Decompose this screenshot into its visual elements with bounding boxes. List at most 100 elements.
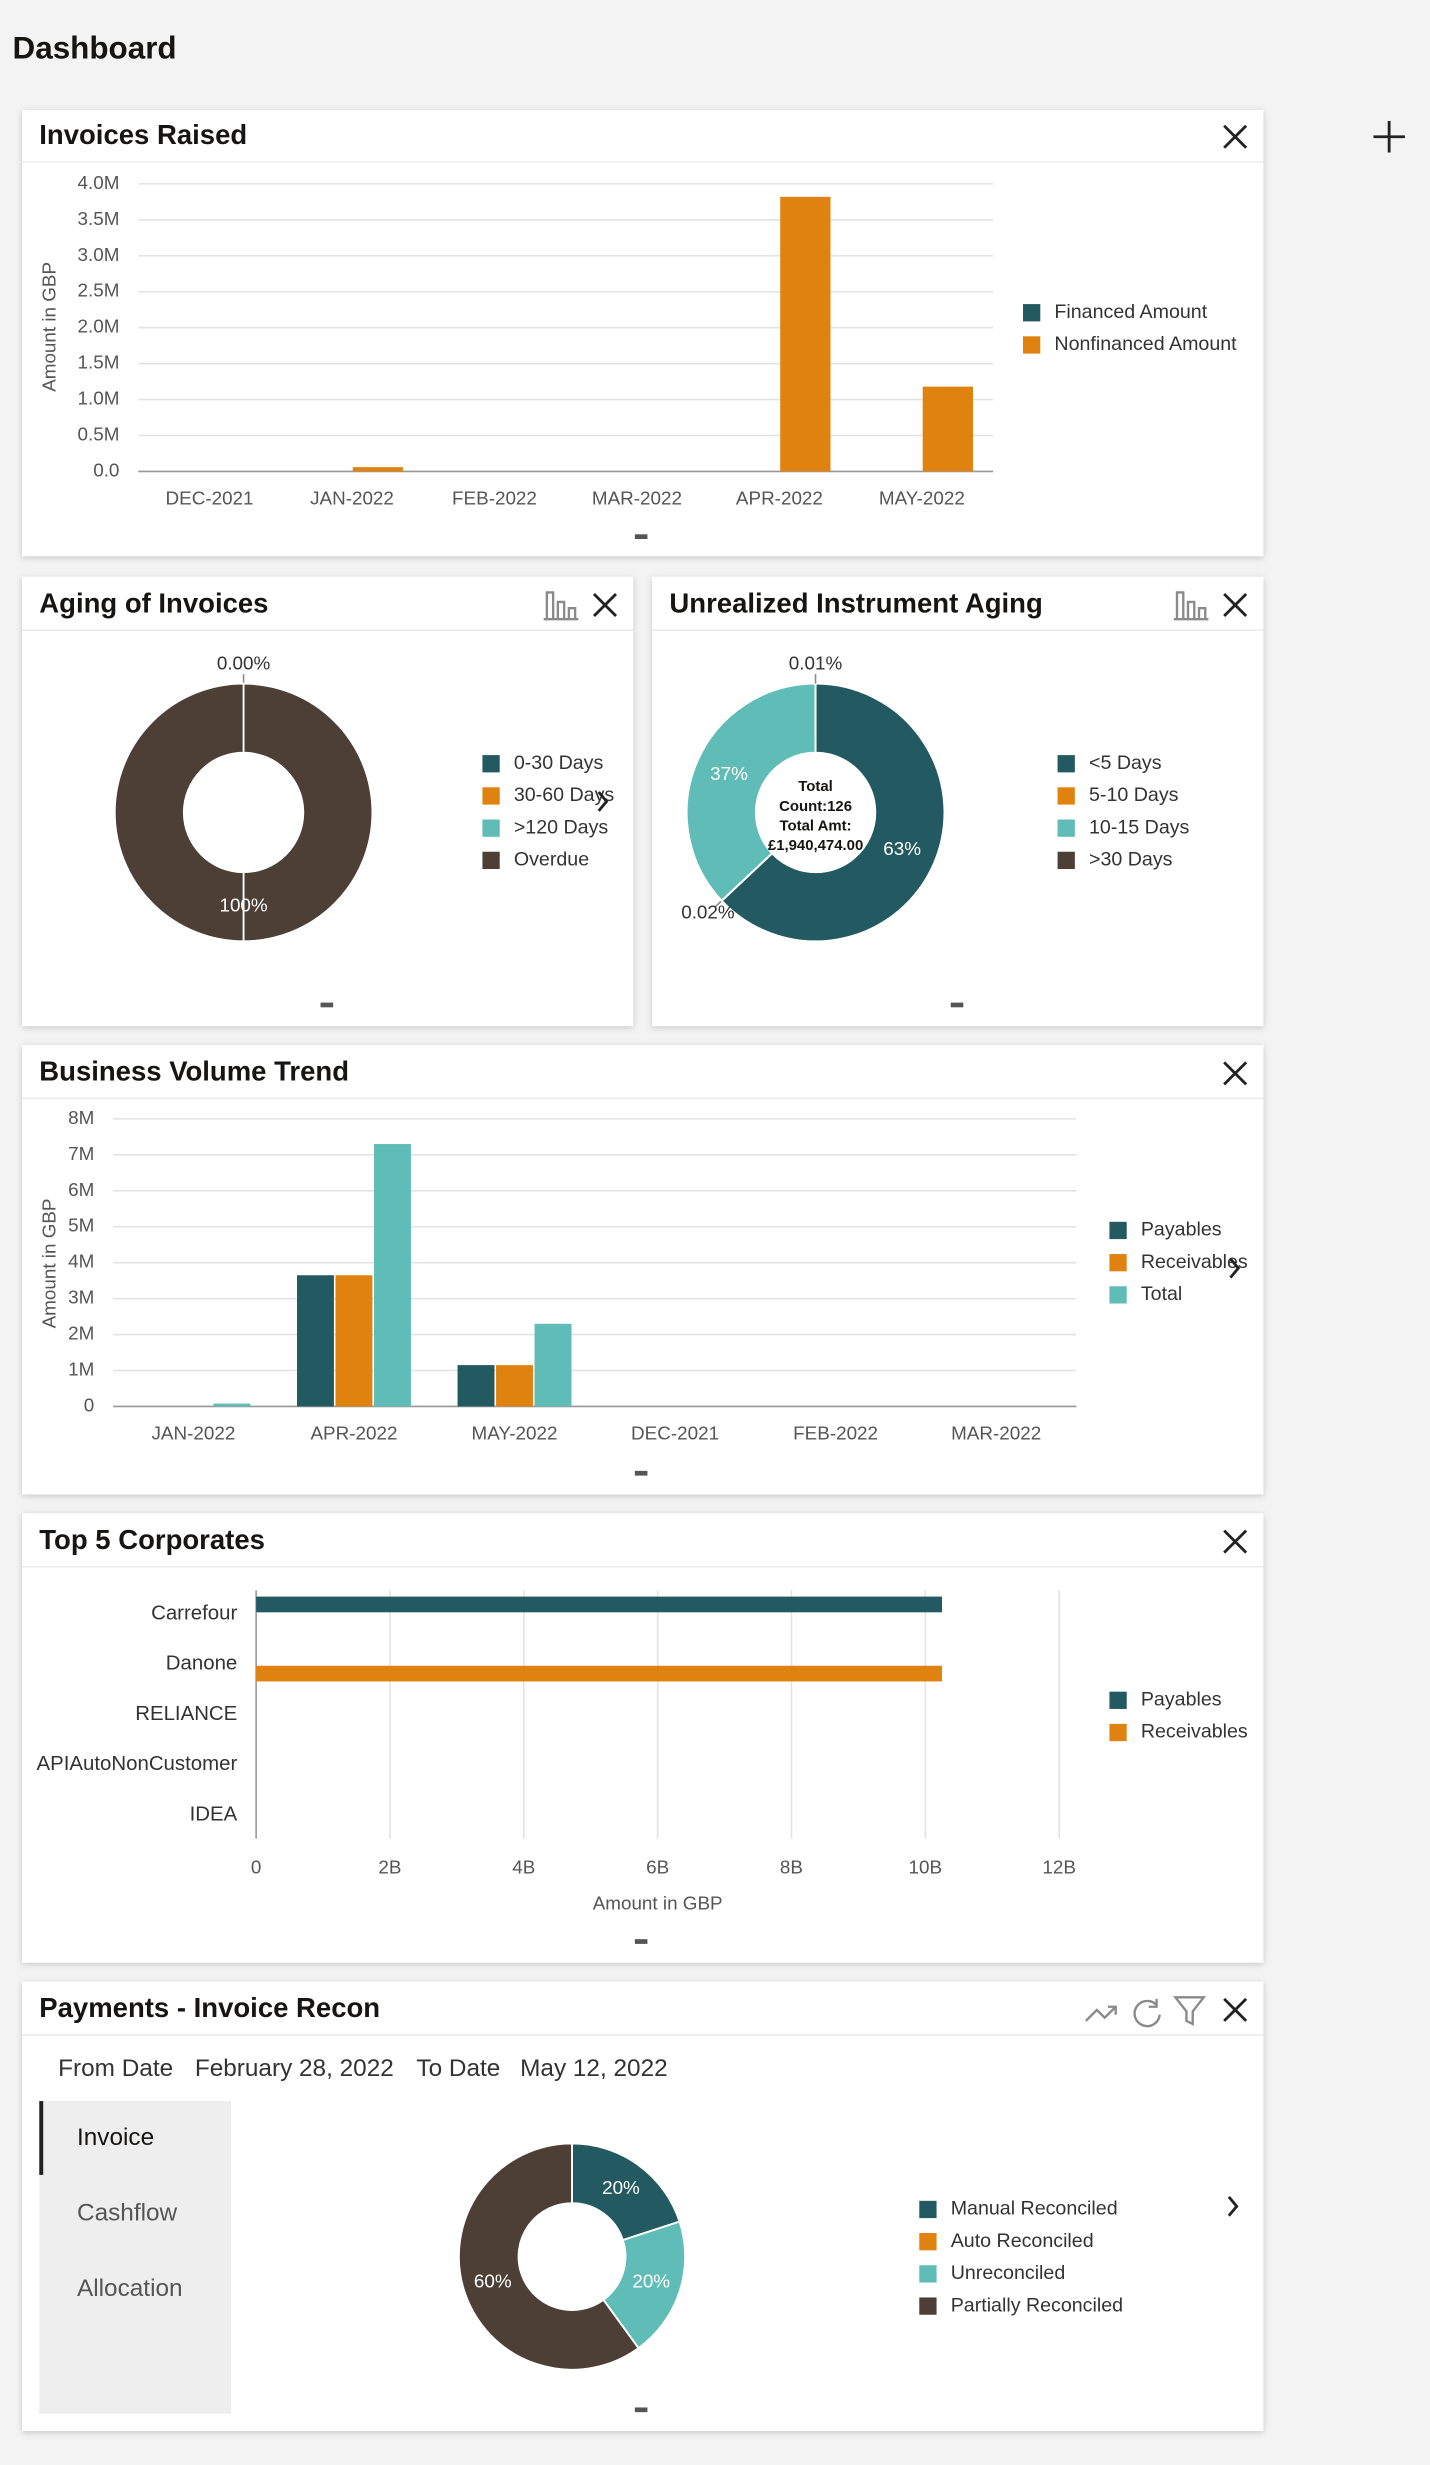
slice-label: 0.02% [681, 902, 735, 923]
trend-icon[interactable] [1085, 2005, 1117, 2022]
from-date[interactable]: February 28, 2022 [195, 2055, 394, 2082]
panel [22, 1513, 1264, 1963]
x-tick-label: FEB-2022 [452, 488, 537, 509]
legend-label: Receivables [1141, 1721, 1248, 1743]
widget-title: Invoices Raised [39, 119, 247, 150]
slice [602, 2220, 687, 2350]
slice-label: 60% [474, 2270, 512, 2291]
legend-label: Payables [1141, 1219, 1222, 1241]
y-tick-label: 0.0 [93, 459, 119, 480]
legend-swatch [482, 755, 500, 773]
slice-label: 63% [883, 838, 921, 859]
tab-list [39, 2101, 232, 2414]
close-button[interactable] [1223, 593, 1248, 618]
y-tick-label: 5M [68, 1215, 94, 1236]
filter-icon[interactable] [1173, 1996, 1207, 2026]
bar [213, 1403, 251, 1407]
refresh-icon[interactable] [1133, 1998, 1161, 2028]
chart-toggle[interactable] [543, 591, 579, 621]
bar [496, 1365, 533, 1407]
to-label: To Date [416, 2055, 500, 2082]
legend-swatch [1109, 1723, 1127, 1742]
y-tick-label: 4.0M [78, 172, 120, 193]
y-tick-label: 4M [68, 1251, 94, 1272]
y-tick-label: Danone [166, 1653, 237, 1675]
x-tick-label: MAR-2022 [592, 488, 682, 509]
legend-label: Total [1141, 1283, 1182, 1305]
legend-label: <5 Days [1089, 752, 1162, 774]
bar [352, 467, 404, 472]
widget-title: Unrealized Instrument Aging [669, 587, 1042, 618]
y-axis-label: Amount in GBP [38, 1199, 59, 1329]
x-tick-label: MAR-2022 [951, 1423, 1041, 1444]
close-button[interactable] [1223, 1997, 1248, 2022]
legend-label: Manual Reconciled [951, 2198, 1118, 2220]
slice [113, 682, 374, 943]
chart-toggle[interactable] [1173, 591, 1209, 621]
x-tick-label: MAY-2022 [472, 1423, 558, 1444]
x-tick-label: MAY-2022 [879, 488, 965, 509]
legend-label: Financed Amount [1054, 301, 1207, 323]
legend-label: >30 Days [1089, 849, 1173, 871]
x-tick-label: APR-2022 [310, 1423, 397, 1444]
y-tick-label: 8M [68, 1107, 94, 1128]
drag-handles [320, 534, 964, 2413]
legend-swatch [1023, 336, 1041, 354]
bar [457, 1365, 495, 1407]
y-tick-label: 1.5M [78, 352, 120, 373]
y-axis-label: Amount in GBP [38, 262, 59, 392]
y-tick-label: 3.0M [78, 244, 120, 265]
add-widget[interactable] [1373, 121, 1405, 153]
legend-swatch [919, 2233, 937, 2251]
legend-next[interactable] [1229, 1257, 1241, 1279]
bar [256, 1596, 943, 1613]
widget-title: Payments - Invoice Recon [39, 1992, 380, 2023]
y-tick-label: 2M [68, 1323, 94, 1344]
close-button[interactable] [1223, 1061, 1248, 1086]
legend-label: 5-10 Days [1089, 784, 1179, 806]
legend-swatch [1057, 755, 1075, 773]
legend-label: Auto Reconciled [951, 2230, 1094, 2252]
legend-next[interactable] [597, 791, 609, 812]
legend-next[interactable] [1227, 2195, 1239, 2217]
bar [922, 386, 973, 472]
x-tick-label: APR-2022 [736, 488, 823, 509]
legend-swatch [1057, 851, 1075, 870]
tab[interactable]: Invoice [77, 2124, 154, 2151]
y-tick-label: 1M [68, 1358, 94, 1379]
to-date[interactable]: May 12, 2022 [520, 2055, 668, 2082]
legend-swatch [482, 851, 500, 870]
close-button[interactable] [1223, 1529, 1248, 1554]
legend-swatch [1109, 1221, 1127, 1240]
bar [374, 1144, 411, 1407]
leader-line [714, 900, 723, 908]
x-tick-label: 6B [646, 1856, 669, 1877]
legend-label: 10-15 Days [1089, 816, 1190, 838]
legend-swatch [1109, 1286, 1127, 1304]
y-tick-label: RELIANCE [135, 1703, 237, 1725]
center-label: Count:126 [779, 798, 852, 815]
legend-swatch [1023, 304, 1041, 322]
tab[interactable]: Allocation [77, 2275, 183, 2302]
y-tick-label: Carrefour [151, 1602, 237, 1624]
slice-label: 0.00% [217, 653, 271, 674]
slice-label: 20% [632, 2270, 670, 2291]
slice-label: 37% [710, 763, 748, 784]
legend-label: Unreconciled [951, 2262, 1066, 2284]
x-tick-label: 8B [780, 1856, 803, 1877]
x-axis-label: Amount in GBP [593, 1893, 723, 1914]
center-label: £1,940,474.00 [768, 837, 863, 854]
tab[interactable]: Cashflow [77, 2200, 178, 2227]
close-button[interactable] [1223, 124, 1248, 149]
bar [335, 1275, 373, 1407]
bar [534, 1323, 572, 1407]
legend-label: Nonfinanced Amount [1054, 333, 1237, 355]
slice-label: 0.01% [789, 653, 843, 674]
close-button[interactable] [592, 593, 618, 618]
y-tick-label: APIAutoNonCustomer [37, 1753, 238, 1775]
slice [571, 2142, 681, 2242]
y-tick-label: 0.5M [78, 423, 120, 444]
y-tick-label: 3.5M [78, 208, 120, 229]
x-tick-label: JAN-2022 [152, 1423, 236, 1444]
